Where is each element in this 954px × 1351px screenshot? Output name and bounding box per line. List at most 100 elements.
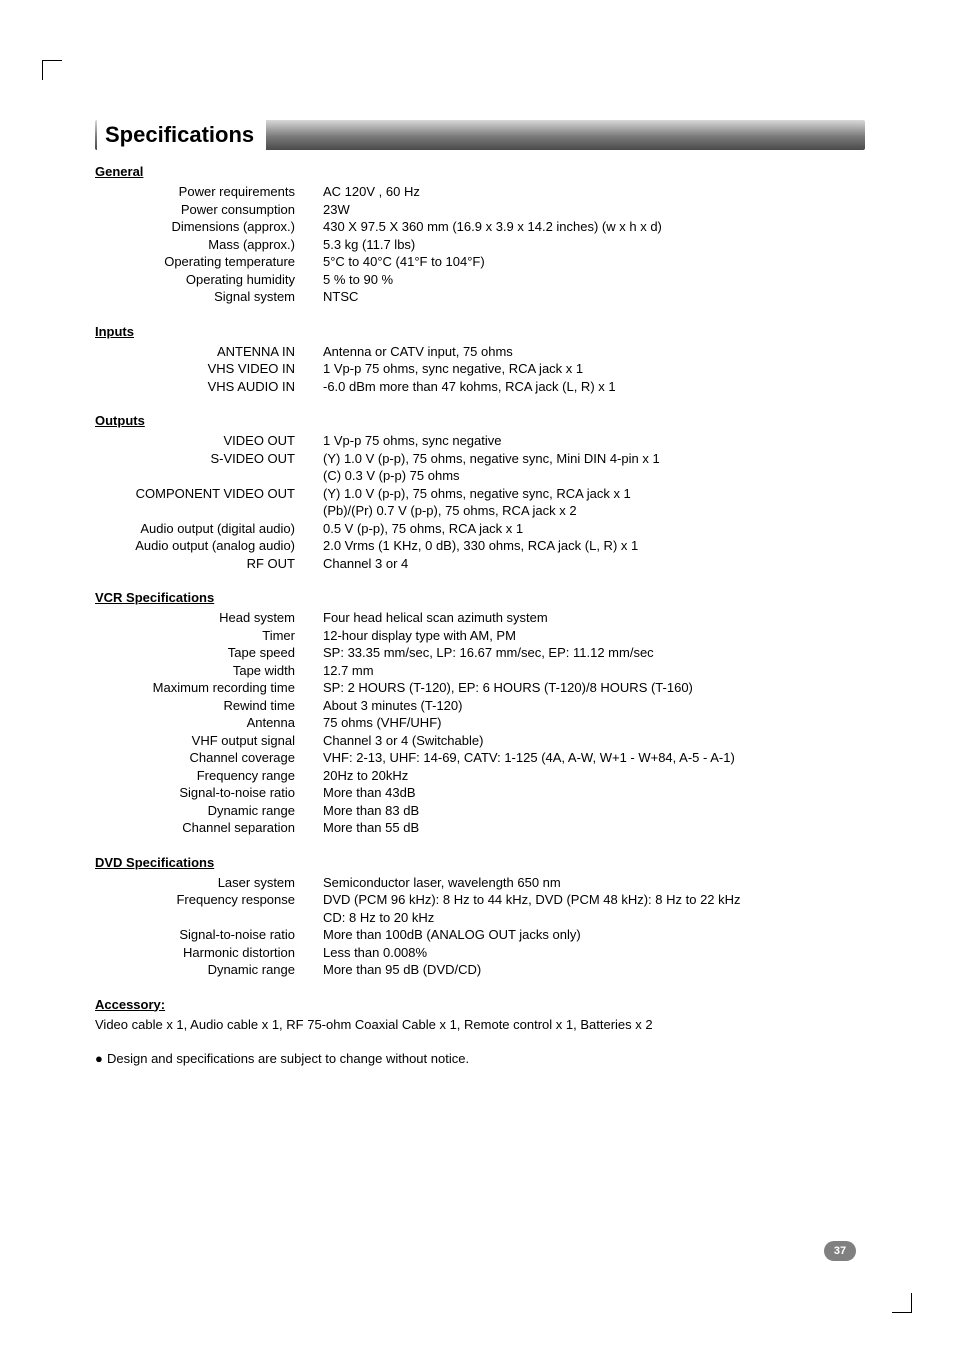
spec-value: Semiconductor laser, wavelength 650 nm bbox=[323, 874, 865, 892]
crop-mark-top-left bbox=[42, 60, 62, 80]
spec-row: (Pb)/(Pr) 0.7 V (p-p), 75 ohms, RCA jack… bbox=[95, 502, 865, 520]
spec-row: Mass (approx.)5.3 kg (11.7 lbs) bbox=[95, 236, 865, 254]
note-text: Design and specifications are subject to… bbox=[107, 1051, 469, 1066]
spec-value: 0.5 V (p-p), 75 ohms, RCA jack x 1 bbox=[323, 520, 865, 538]
spec-row: Dynamic rangeMore than 83 dB bbox=[95, 802, 865, 820]
section-heading-vcr: VCR Specifications bbox=[95, 590, 865, 605]
spec-label: Head system bbox=[95, 609, 323, 627]
section-heading-accessory: Accessory: bbox=[95, 997, 865, 1012]
spec-value: 12.7 mm bbox=[323, 662, 865, 680]
spec-row: Antenna75 ohms (VHF/UHF) bbox=[95, 714, 865, 732]
spec-row: Frequency range20Hz to 20kHz bbox=[95, 767, 865, 785]
spec-value: 2.0 Vrms (1 KHz, 0 dB), 330 ohms, RCA ja… bbox=[323, 537, 865, 555]
spec-value: (Y) 1.0 V (p-p), 75 ohms, negative sync,… bbox=[323, 485, 865, 503]
spec-value: Channel 3 or 4 bbox=[323, 555, 865, 573]
spec-label: ANTENNA IN bbox=[95, 343, 323, 361]
spec-label: Signal-to-noise ratio bbox=[95, 926, 323, 944]
accessory-text: Video cable x 1, Audio cable x 1, RF 75-… bbox=[95, 1016, 865, 1034]
spec-label: Harmonic distortion bbox=[95, 944, 323, 962]
spec-value: Less than 0.008% bbox=[323, 944, 865, 962]
spec-value: -6.0 dBm more than 47 kohms, RCA jack (L… bbox=[323, 378, 865, 396]
spec-row: Channel coverageVHF: 2-13, UHF: 14-69, C… bbox=[95, 749, 865, 767]
spec-row: ANTENNA INAntenna or CATV input, 75 ohms bbox=[95, 343, 865, 361]
spec-value: 5°C to 40°C (41°F to 104°F) bbox=[323, 253, 865, 271]
spec-value: 75 ohms (VHF/UHF) bbox=[323, 714, 865, 732]
spec-label: Maximum recording time bbox=[95, 679, 323, 697]
spec-label: Channel coverage bbox=[95, 749, 323, 767]
spec-row: (C) 0.3 V (p-p) 75 ohms bbox=[95, 467, 865, 485]
spec-row: Tape width12.7 mm bbox=[95, 662, 865, 680]
spec-value: More than 43dB bbox=[323, 784, 865, 802]
spec-label: Audio output (analog audio) bbox=[95, 537, 323, 555]
spec-value: CD: 8 Hz to 20 kHz bbox=[323, 909, 865, 927]
section-heading-dvd: DVD Specifications bbox=[95, 855, 865, 870]
spec-value: More than 95 dB (DVD/CD) bbox=[323, 961, 865, 979]
spec-label: Rewind time bbox=[95, 697, 323, 715]
spec-label: Signal-to-noise ratio bbox=[95, 784, 323, 802]
spec-value: 20Hz to 20kHz bbox=[323, 767, 865, 785]
spec-value: 23W bbox=[323, 201, 865, 219]
spec-label: S-VIDEO OUT bbox=[95, 450, 323, 468]
bullet-icon: ● bbox=[95, 1051, 107, 1066]
spec-value: Antenna or CATV input, 75 ohms bbox=[323, 343, 865, 361]
spec-label: Antenna bbox=[95, 714, 323, 732]
spec-label: Frequency range bbox=[95, 767, 323, 785]
spec-row: RF OUTChannel 3 or 4 bbox=[95, 555, 865, 573]
spec-label: Frequency response bbox=[95, 891, 323, 909]
spec-row: Head systemFour head helical scan azimut… bbox=[95, 609, 865, 627]
spec-row: Signal-to-noise ratioMore than 43dB bbox=[95, 784, 865, 802]
spec-value: SP: 2 HOURS (T-120), EP: 6 HOURS (T-120)… bbox=[323, 679, 865, 697]
spec-row: VHF output signalChannel 3 or 4 (Switcha… bbox=[95, 732, 865, 750]
spec-label: Operating temperature bbox=[95, 253, 323, 271]
section-heading-inputs: Inputs bbox=[95, 324, 865, 339]
page-title: Specifications bbox=[97, 119, 266, 151]
spec-row: S-VIDEO OUT(Y) 1.0 V (p-p), 75 ohms, neg… bbox=[95, 450, 865, 468]
spec-row: Channel separationMore than 55 dB bbox=[95, 819, 865, 837]
spec-row: Laser systemSemiconductor laser, wavelen… bbox=[95, 874, 865, 892]
spec-row: Operating humidity5 % to 90 % bbox=[95, 271, 865, 289]
spec-row: Power requirementsAC 120V , 60 Hz bbox=[95, 183, 865, 201]
section-heading-outputs: Outputs bbox=[95, 413, 865, 428]
spec-label: Power consumption bbox=[95, 201, 323, 219]
spec-row: Signal systemNTSC bbox=[95, 288, 865, 306]
spec-row: Power consumption23W bbox=[95, 201, 865, 219]
spec-row: Frequency responseDVD (PCM 96 kHz): 8 Hz… bbox=[95, 891, 865, 909]
spec-row: VHS AUDIO IN-6.0 dBm more than 47 kohms,… bbox=[95, 378, 865, 396]
spec-value: (C) 0.3 V (p-p) 75 ohms bbox=[323, 467, 865, 485]
spec-label: VHF output signal bbox=[95, 732, 323, 750]
spec-label: RF OUT bbox=[95, 555, 323, 573]
spec-row: CD: 8 Hz to 20 kHz bbox=[95, 909, 865, 927]
spec-label: Dynamic range bbox=[95, 961, 323, 979]
spec-label: Tape width bbox=[95, 662, 323, 680]
spec-label: Operating humidity bbox=[95, 271, 323, 289]
spec-value: 5 % to 90 % bbox=[323, 271, 865, 289]
spec-value: SP: 33.35 mm/sec, LP: 16.67 mm/sec, EP: … bbox=[323, 644, 865, 662]
design-note: ●Design and specifications are subject t… bbox=[95, 1051, 865, 1066]
spec-value: More than 55 dB bbox=[323, 819, 865, 837]
spec-value: Channel 3 or 4 (Switchable) bbox=[323, 732, 865, 750]
spec-value: (Y) 1.0 V (p-p), 75 ohms, negative sync,… bbox=[323, 450, 865, 468]
spec-label: COMPONENT VIDEO OUT bbox=[95, 485, 323, 503]
spec-label: Laser system bbox=[95, 874, 323, 892]
spec-label: Dynamic range bbox=[95, 802, 323, 820]
spec-value: NTSC bbox=[323, 288, 865, 306]
spec-row: Audio output (digital audio)0.5 V (p-p),… bbox=[95, 520, 865, 538]
crop-mark-bottom-right bbox=[892, 1293, 912, 1313]
spec-value: More than 83 dB bbox=[323, 802, 865, 820]
spec-label: VHS VIDEO IN bbox=[95, 360, 323, 378]
spec-label bbox=[95, 467, 323, 485]
spec-row: Tape speedSP: 33.35 mm/sec, LP: 16.67 mm… bbox=[95, 644, 865, 662]
page-number: 37 bbox=[824, 1241, 856, 1261]
spec-row: VIDEO OUT1 Vp-p 75 ohms, sync negative bbox=[95, 432, 865, 450]
spec-row: Audio output (analog audio)2.0 Vrms (1 K… bbox=[95, 537, 865, 555]
spec-value: About 3 minutes (T-120) bbox=[323, 697, 865, 715]
spec-value: 1 Vp-p 75 ohms, sync negative bbox=[323, 432, 865, 450]
spec-value: More than 100dB (ANALOG OUT jacks only) bbox=[323, 926, 865, 944]
page-content: Specifications General Power requirement… bbox=[95, 120, 865, 1066]
spec-label: Tape speed bbox=[95, 644, 323, 662]
spec-value: DVD (PCM 96 kHz): 8 Hz to 44 kHz, DVD (P… bbox=[323, 891, 865, 909]
spec-row: COMPONENT VIDEO OUT(Y) 1.0 V (p-p), 75 o… bbox=[95, 485, 865, 503]
spec-label: VIDEO OUT bbox=[95, 432, 323, 450]
spec-row: VHS VIDEO IN1 Vp-p 75 ohms, sync negativ… bbox=[95, 360, 865, 378]
spec-label: Power requirements bbox=[95, 183, 323, 201]
